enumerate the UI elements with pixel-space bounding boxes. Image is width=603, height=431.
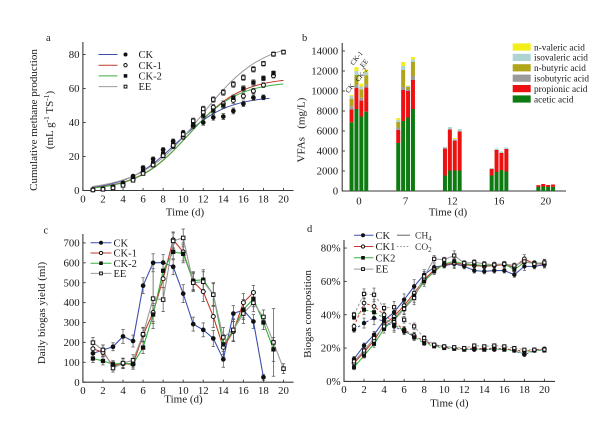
svg-text:CH4: CH4 xyxy=(415,232,432,243)
svg-text:10000: 10000 xyxy=(311,86,338,98)
svg-text:propionic acid: propionic acid xyxy=(534,85,588,95)
svg-text:10: 10 xyxy=(178,193,189,205)
svg-text:200: 200 xyxy=(63,337,79,349)
svg-text:10: 10 xyxy=(439,384,450,396)
svg-text:6: 6 xyxy=(140,193,146,205)
svg-text:14: 14 xyxy=(218,385,229,397)
svg-text:0: 0 xyxy=(80,385,85,397)
svg-text:CK: CK xyxy=(376,231,391,242)
svg-text:12: 12 xyxy=(198,193,209,205)
svg-text:20: 20 xyxy=(278,193,289,205)
svg-text:2: 2 xyxy=(361,384,366,396)
svg-text:60%: 60% xyxy=(321,276,341,288)
svg-text:CK2: CK2 xyxy=(376,253,396,264)
svg-text:12: 12 xyxy=(447,196,458,208)
svg-text:400: 400 xyxy=(63,297,79,309)
svg-text:0%: 0% xyxy=(326,376,340,388)
svg-text:CO2: CO2 xyxy=(415,243,432,254)
svg-text:20: 20 xyxy=(69,151,80,163)
svg-text:6000: 6000 xyxy=(317,126,339,138)
svg-text:d: d xyxy=(307,224,313,235)
svg-text:40%: 40% xyxy=(321,309,341,321)
svg-text:Time (d): Time (d) xyxy=(429,206,468,218)
svg-text:12: 12 xyxy=(198,385,209,397)
svg-text:700: 700 xyxy=(63,238,79,250)
svg-text:2: 2 xyxy=(100,193,105,205)
svg-text:8: 8 xyxy=(160,385,165,397)
svg-text:isobutyric acid: isobutyric acid xyxy=(534,75,589,85)
svg-text:EE: EE xyxy=(139,82,152,93)
svg-text:CK1: CK1 xyxy=(376,242,396,253)
svg-text:a: a xyxy=(46,33,51,44)
svg-text:10: 10 xyxy=(178,385,189,397)
svg-text:Biogas composition: Biogas composition xyxy=(302,270,314,358)
svg-text:0: 0 xyxy=(80,193,85,205)
svg-text:CK-2: CK-2 xyxy=(114,259,137,270)
svg-text:18: 18 xyxy=(258,193,269,205)
svg-text:VFAs (mg/L): VFAs (mg/L) xyxy=(296,97,308,162)
svg-text:isovaleric acid: isovaleric acid xyxy=(534,54,588,64)
svg-text:8: 8 xyxy=(160,193,165,205)
svg-text:(mL g-1 TS-1): (mL g-1 TS-1) xyxy=(42,91,56,150)
svg-text:CK-2: CK-2 xyxy=(139,72,162,83)
svg-text:80%: 80% xyxy=(321,243,341,255)
svg-text:18: 18 xyxy=(519,384,530,396)
svg-text:16: 16 xyxy=(494,196,505,208)
svg-text:600: 600 xyxy=(63,257,79,269)
svg-text:Time (d): Time (d) xyxy=(430,398,469,410)
svg-text:7: 7 xyxy=(403,196,409,208)
svg-text:4: 4 xyxy=(120,385,126,397)
svg-text:20: 20 xyxy=(278,385,289,397)
svg-text:CK-1: CK-1 xyxy=(114,249,137,260)
svg-text:14000: 14000 xyxy=(311,46,338,58)
svg-text:EE: EE xyxy=(359,58,371,70)
svg-text:Time (d): Time (d) xyxy=(164,394,203,406)
svg-text:EE: EE xyxy=(114,269,127,280)
svg-text:60: 60 xyxy=(69,83,80,95)
svg-text:12000: 12000 xyxy=(311,66,338,78)
svg-text:0: 0 xyxy=(356,196,361,208)
svg-text:CK: CK xyxy=(114,238,129,249)
svg-text:500: 500 xyxy=(63,277,79,289)
svg-text:12: 12 xyxy=(459,384,470,396)
svg-text:16: 16 xyxy=(499,384,510,396)
svg-text:4000: 4000 xyxy=(317,146,339,158)
svg-text:2: 2 xyxy=(100,385,105,397)
svg-text:6: 6 xyxy=(140,385,146,397)
svg-text:c: c xyxy=(44,226,49,237)
svg-text:18: 18 xyxy=(258,385,269,397)
svg-text:2000: 2000 xyxy=(317,166,339,178)
svg-text:n-butyric acid: n-butyric acid xyxy=(534,64,586,74)
svg-text:4: 4 xyxy=(381,384,387,396)
svg-text:Time (d): Time (d) xyxy=(166,206,205,218)
svg-text:acetic acid: acetic acid xyxy=(534,95,574,105)
svg-text:4: 4 xyxy=(120,193,126,205)
svg-text:0: 0 xyxy=(333,186,338,198)
svg-text:0: 0 xyxy=(74,185,79,197)
svg-text:n-valeric acid: n-valeric acid xyxy=(534,43,585,53)
svg-text:20: 20 xyxy=(539,384,550,396)
svg-text:20: 20 xyxy=(540,196,551,208)
svg-text:6: 6 xyxy=(401,384,407,396)
svg-text:Cumulative methane production: Cumulative methane production xyxy=(28,49,40,191)
svg-text:CK: CK xyxy=(139,50,154,61)
svg-text:8: 8 xyxy=(421,384,426,396)
svg-text:0: 0 xyxy=(341,384,346,396)
svg-text:14: 14 xyxy=(479,384,490,396)
svg-text:300: 300 xyxy=(63,317,79,329)
svg-text:14: 14 xyxy=(218,193,229,205)
svg-text:Daily biogas yield (ml): Daily biogas yield (ml) xyxy=(36,261,48,364)
svg-text:CK-1: CK-1 xyxy=(139,61,162,72)
svg-text:16: 16 xyxy=(238,193,249,205)
svg-text:80: 80 xyxy=(69,49,80,61)
svg-text:0: 0 xyxy=(74,377,79,389)
svg-text:b: b xyxy=(302,33,307,44)
svg-text:40: 40 xyxy=(69,117,80,129)
svg-text:EE: EE xyxy=(376,265,389,276)
svg-text:20%: 20% xyxy=(321,343,341,355)
svg-text:100: 100 xyxy=(63,357,79,369)
svg-text:16: 16 xyxy=(238,385,249,397)
svg-text:8000: 8000 xyxy=(317,106,339,118)
